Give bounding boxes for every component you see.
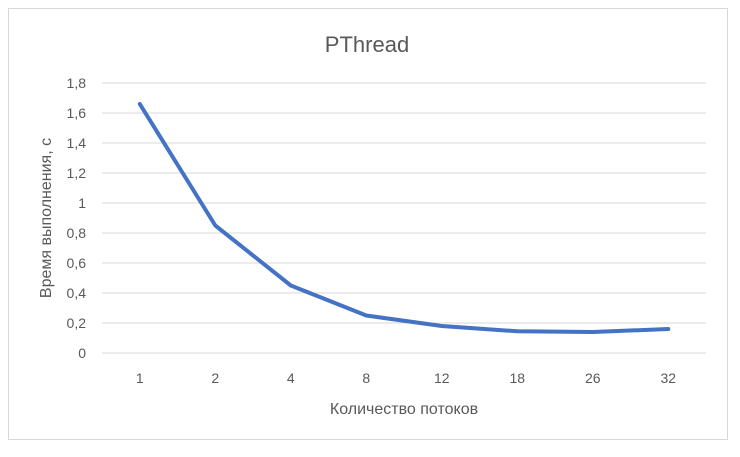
y-tick-label: 0,6 <box>67 255 87 271</box>
y-tick-label: 1,2 <box>67 165 87 181</box>
y-tick-label: 0,4 <box>67 285 87 301</box>
series-lines <box>137 102 671 334</box>
y-tick-label: 0,8 <box>67 225 87 241</box>
x-tick-label: 32 <box>660 370 676 386</box>
y-tick-label: 1,8 <box>67 75 87 91</box>
x-axis-title: Количество потоков <box>330 401 478 418</box>
x-tick-label: 18 <box>509 370 525 386</box>
gridlines <box>102 82 706 354</box>
x-tick-label: 12 <box>434 370 450 386</box>
x-tick-label: 2 <box>211 370 219 386</box>
y-axis-title: Время выполнения, с <box>38 138 55 298</box>
y-axis-tick-labels: 0 0,2 0,4 0,6 0,8 1 1,2 1,4 1,6 1,8 <box>67 75 87 361</box>
x-tick-label: 4 <box>287 370 295 386</box>
chart-area <box>8 8 728 440</box>
x-tick-label: 8 <box>362 370 370 386</box>
x-axis-tick-labels: 1 2 4 8 12 18 26 32 <box>136 370 676 386</box>
y-tick-label: 1,4 <box>67 135 87 151</box>
y-tick-label: 0,2 <box>67 315 87 331</box>
chart-title: PThread <box>325 32 409 57</box>
series-line <box>137 102 671 334</box>
x-tick-label: 26 <box>585 370 601 386</box>
y-tick-label: 0 <box>78 345 86 361</box>
y-tick-label: 1,6 <box>67 105 87 121</box>
x-tick-label: 1 <box>136 370 144 386</box>
y-tick-label: 1 <box>78 195 86 211</box>
